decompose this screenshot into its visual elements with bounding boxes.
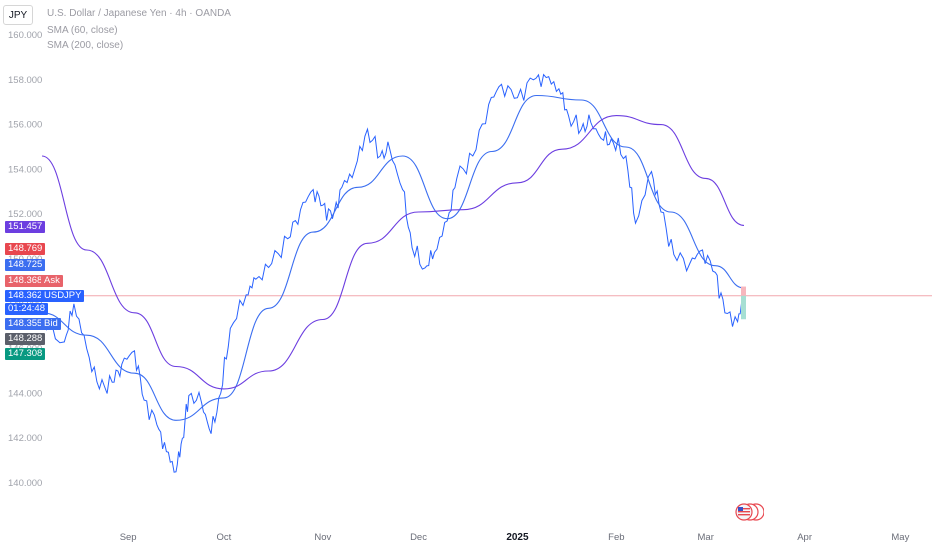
ask-price-tag: 148.368 — [5, 275, 46, 287]
symbol-badge[interactable]: JPY — [3, 5, 33, 25]
us-flag-events-icon[interactable] — [734, 502, 764, 522]
price-tick-label: 156.000 — [8, 120, 42, 131]
price-tick-label: 154.000 — [8, 164, 42, 175]
price-tick-label: 160.000 — [8, 30, 42, 41]
time-axis-label: 2025 — [506, 532, 529, 543]
sma200-price-tag: 151.457 — [5, 221, 46, 233]
last-price-tag: 148.362 — [5, 290, 46, 302]
time-axis-label: Dec — [410, 532, 427, 543]
countdown-tag: 01:24:48 — [5, 303, 48, 315]
time-axis-label: Mar — [698, 532, 714, 543]
indicator-legend-sma200[interactable]: SMA (200, close) — [47, 40, 124, 51]
time-axis[interactable]: Sep Oct Nov Dec 2025 Feb Mar Apr May — [120, 532, 910, 543]
prev-close-tag: 148.288 — [5, 333, 46, 345]
chart-title: U.S. Dollar / Japanese Yen · 4h · OANDA — [47, 8, 231, 19]
price-line-series[interactable] — [41, 73, 745, 473]
time-axis-label: Feb — [608, 532, 624, 543]
time-axis-label: Nov — [314, 532, 331, 543]
last-candle-upper-range — [741, 286, 746, 296]
symbol-label: USDJPY — [41, 290, 85, 302]
last-candle-lower-range — [741, 295, 746, 320]
sma60-line[interactable] — [41, 94, 745, 421]
time-axis-label: Oct — [216, 532, 231, 543]
time-axis-label: Apr — [797, 532, 812, 543]
high-price-tag: 148.769 — [5, 243, 46, 255]
last-candle-range — [741, 286, 746, 320]
time-axis-label: Sep — [120, 532, 137, 543]
sma200-line[interactable] — [41, 115, 745, 390]
bid-label: Bid — [41, 318, 61, 330]
plot-lines[interactable] — [41, 73, 745, 473]
price-tick-label: 140.000 — [8, 478, 42, 489]
price-tick-label: 142.000 — [8, 433, 42, 444]
price-tick-label: 152.000 — [8, 209, 42, 220]
sma60-price-tag: 148.725 — [5, 259, 46, 271]
time-axis-label: May — [891, 532, 909, 543]
indicator-legend-sma60[interactable]: SMA (60, close) — [47, 25, 118, 36]
price-tick-label: 144.000 — [8, 388, 42, 399]
ask-label: Ask — [41, 275, 63, 287]
low-price-tag: 147.308 — [5, 348, 46, 360]
bid-price-tag: 148.355 — [5, 318, 46, 330]
price-tick-label: 158.000 — [8, 75, 42, 86]
